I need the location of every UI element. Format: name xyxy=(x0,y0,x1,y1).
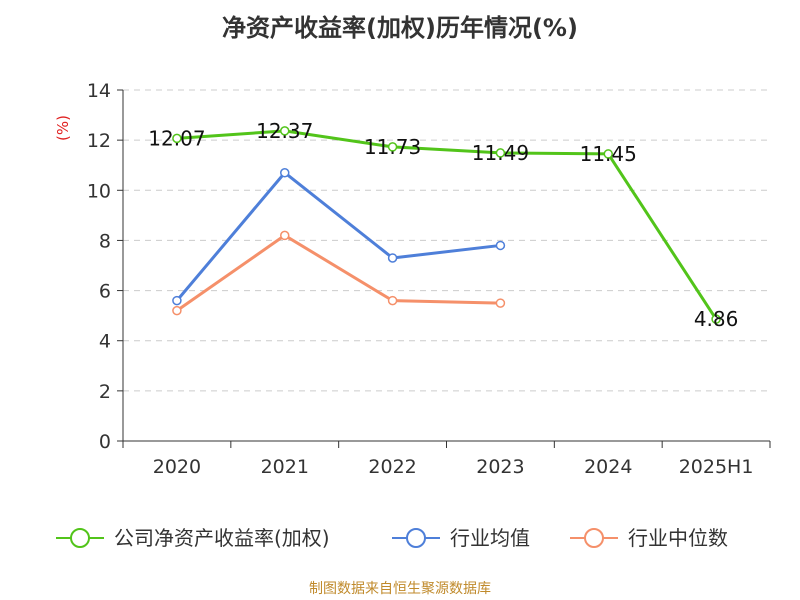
y-tick-label: 2 xyxy=(99,381,111,403)
data-point xyxy=(495,148,506,158)
x-tick-label: 2022 xyxy=(368,456,416,478)
x-tick-label: 2020 xyxy=(153,456,201,478)
legend-label: 行业均值 xyxy=(450,526,530,550)
chart-title: 净资产收益率(加权)历年情况(%) xyxy=(222,14,578,42)
data-point xyxy=(172,133,182,144)
y-tick-label: 4 xyxy=(99,331,111,353)
y-tick-label: 6 xyxy=(99,281,111,303)
data-point xyxy=(495,240,506,251)
y-axis-unit-label: (%) xyxy=(54,115,72,141)
series-line xyxy=(175,171,502,303)
y-tick-label: 10 xyxy=(87,180,111,202)
legend-marker xyxy=(406,528,426,548)
data-point xyxy=(495,298,506,308)
legend-label: 公司净资产收益率(加权) xyxy=(114,526,330,550)
x-tick-label: 2024 xyxy=(584,456,632,478)
x-tick-label: 2023 xyxy=(476,456,524,478)
legend-marker xyxy=(70,528,90,548)
data-point xyxy=(280,126,290,136)
data-point xyxy=(172,295,182,306)
legend-label: 行业中位数 xyxy=(628,526,728,550)
data-point xyxy=(603,149,613,159)
data-point xyxy=(387,253,398,263)
x-tick-label: 2021 xyxy=(261,456,309,478)
data-source-note: 制图数据来自恒生聚源数据库 xyxy=(309,581,491,597)
legend-marker xyxy=(584,528,604,548)
data-point xyxy=(280,167,290,178)
y-tick-label: 8 xyxy=(99,230,111,252)
y-tick-label: 12 xyxy=(87,130,111,152)
data-point xyxy=(172,305,182,316)
data-label: 12.37 xyxy=(256,119,313,143)
data-label: 11.49 xyxy=(472,141,529,165)
y-tick-label: 14 xyxy=(87,80,111,102)
data-label: 12.07 xyxy=(148,126,205,150)
data-point xyxy=(711,314,721,324)
data-point xyxy=(387,295,398,306)
y-tick-label: 0 xyxy=(99,431,111,453)
data-label: 4.86 xyxy=(694,307,739,331)
series-line xyxy=(175,233,502,313)
data-point xyxy=(280,230,290,241)
data-point xyxy=(387,142,398,152)
series-line xyxy=(175,129,718,321)
x-tick-label: 2025H1 xyxy=(679,456,754,478)
data-label: 11.45 xyxy=(580,142,637,166)
data-label: 11.73 xyxy=(364,135,421,159)
